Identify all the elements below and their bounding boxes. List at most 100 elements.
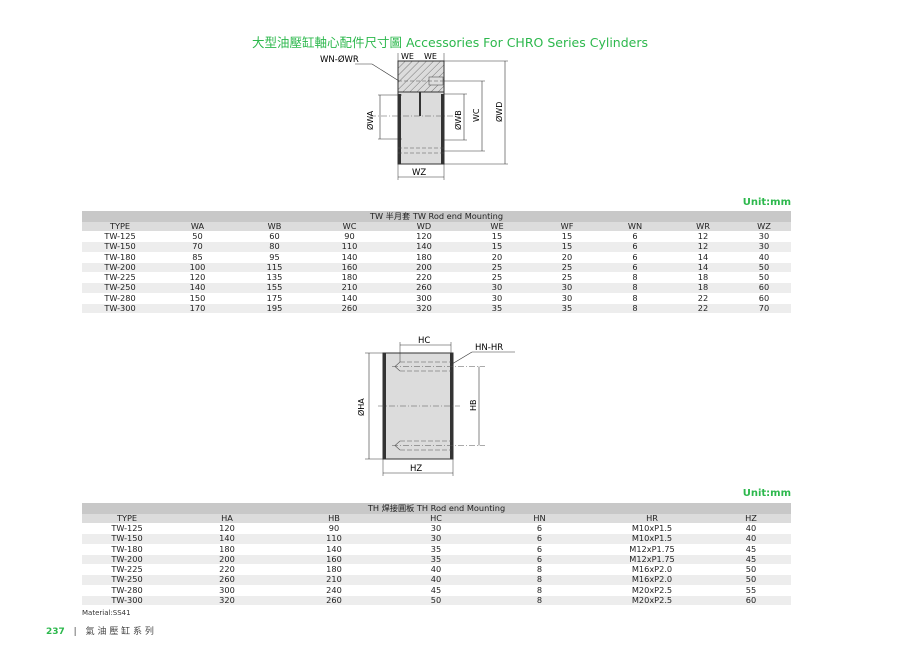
table-cell: 60 [758,292,770,303]
table-cell: 110 [341,241,358,252]
table-cell: 90 [344,231,355,241]
table-cell: 55 [745,584,757,595]
column-header: TYPE [116,513,138,523]
table-cell: 12 [697,241,709,252]
table-cell: 8 [536,564,543,575]
table-cell: M10xP1.5 [631,533,673,544]
table-cell: 260 [326,595,342,606]
table-cell: 320 [219,595,235,606]
column-header: WD [416,221,432,231]
table-cell: 200 [416,261,432,272]
table-cell: 95 [269,251,280,262]
label-hz: HZ [410,464,422,474]
table-cell: 50 [192,231,203,241]
table-cell: TW-200 [111,553,143,564]
table-cell: 140 [341,251,358,262]
label-wa: ØWA [365,110,375,130]
column-header: HC [430,513,442,523]
table-cell: TW-150 [111,533,143,544]
table-cell: 8 [536,574,543,585]
table-cell: TW-250 [111,574,143,585]
table-cell: 6 [536,543,543,554]
table-cell: 180 [341,272,358,283]
table-cell: 22 [697,292,709,303]
table-cell: 300 [219,584,235,595]
table-cell: 25 [561,261,573,272]
table-cell: 6 [632,261,638,272]
table-cell: 8 [536,595,543,606]
label-wn-wr: WN-ØWR [320,54,359,65]
table-cell: 25 [491,261,503,272]
tw-mounting-drawing: WN-ØWR WE WE ØWA ØWB WC ØWD WZ [320,52,508,180]
label-wb: ØWB [453,110,463,130]
table-cell: 40 [745,523,757,533]
table-cell: 50 [758,261,770,272]
table-row: TW-180 180 140 35 6 M12xP1.75 45 [82,543,791,555]
table-cell: 140 [219,533,235,544]
label-we-left: WE [401,52,414,61]
page-footer: 237 | 氣 油 壓 缸 系 列 [46,627,154,638]
table-cell: 35 [491,303,503,314]
table-cell: 180 [416,251,432,262]
table-cell: 170 [189,303,206,314]
column-header: WA [190,221,205,231]
footer-separator: | [73,627,77,637]
table-cell: 18 [697,272,709,283]
table-cell: 8 [536,584,543,595]
column-header: WN [627,221,643,231]
column-header: WE [490,221,504,231]
table-cell: 260 [416,282,432,293]
table-cell: TW-225 [104,272,136,283]
label-wz: WZ [412,168,426,178]
table-cell: TW-225 [111,564,143,575]
table-cell: M20xP2.5 [631,595,673,606]
table-cell: 35 [430,543,442,554]
table-cell: 210 [341,282,358,293]
table-cell: 160 [326,553,342,564]
table-cell: 50 [758,272,770,283]
table-cell: 6 [536,523,543,533]
table-cell: TW-125 [111,523,143,533]
table-cell: 20 [561,251,573,262]
table-cell: TW-280 [104,292,136,303]
table-cell: 180 [219,543,235,554]
table-cell: 210 [326,574,342,585]
table-cell: 110 [326,533,342,544]
table-cell: M20xP2.5 [631,584,673,595]
table-cell: 85 [192,251,203,262]
table-cell: 22 [697,303,709,314]
table-cell: 100 [189,261,206,272]
table-cell: 90 [328,523,340,533]
table-cell: 70 [758,303,770,314]
table-row: TW-300 170 195 260 320 35 35 8 22 70 [82,303,791,315]
table-cell: 120 [219,523,235,533]
table-row: TW-250 260 210 40 8 M16xP2.0 50 [82,574,791,586]
tw-dimension-table: TW 半月套 TW Rod end Mounting TYPE WA WB WC WD W… [82,211,791,315]
table-cell: 320 [416,303,432,314]
table-cell: 60 [745,595,757,606]
table-cell: 6 [536,533,543,544]
table-cell: 240 [326,584,342,595]
table-cell: 45 [745,543,757,554]
label-wc: WC [472,108,481,122]
table-cell: 50 [430,595,442,606]
table-cell: 155 [266,282,283,293]
table-header-row: TYPE WA WB WC WD WE WF WN WR WZ [82,222,791,232]
table-cell: 12 [697,231,709,241]
table-cell: 50 [745,574,757,585]
table-cell: 220 [219,564,235,575]
table-cell: M16xP2.0 [631,574,673,585]
table-cell: 50 [745,564,757,575]
table-cell: 60 [758,282,770,293]
column-header: WZ [757,221,771,231]
table-cell: 40 [758,251,770,262]
table-cell: 40 [745,533,757,544]
table-cell: TW-180 [104,251,136,262]
table-cell: 160 [341,261,358,272]
table-cell: M10xP1.5 [631,523,673,533]
table-cell: M16xP2.0 [631,564,673,575]
table-caption: TW 半月套 TW Rod end Mounting [82,211,791,222]
table-row: TW-180 85 95 140 180 20 20 6 14 40 [82,251,791,263]
table-row: TW-150 140 110 30 6 M10xP1.5 40 [82,533,791,545]
table-cell: 150 [189,292,206,303]
